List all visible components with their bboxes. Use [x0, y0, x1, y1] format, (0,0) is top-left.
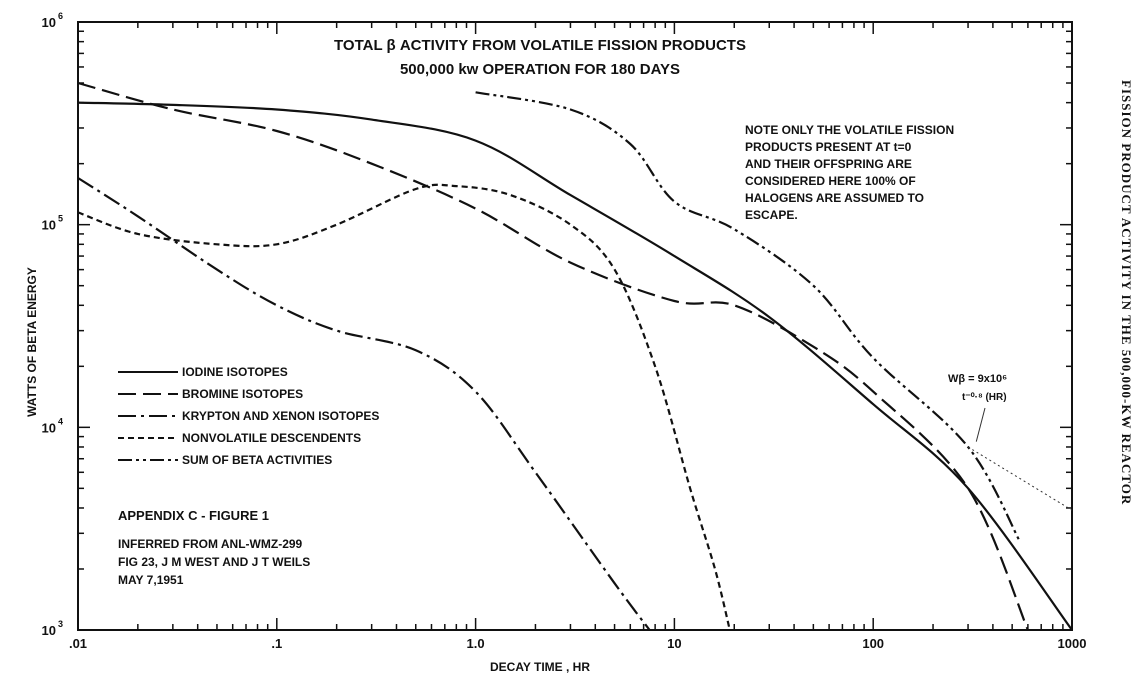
extrapolation-line	[967, 446, 1073, 511]
x-tick-label: .1	[271, 636, 282, 651]
note-line: CONSIDERED HERE 100% OF	[745, 174, 916, 188]
legend-label: KRYPTON AND XENON ISOTOPES	[182, 409, 379, 423]
legend-label: NONVOLATILE DESCENDENTS	[182, 431, 361, 445]
note-line: NOTE ONLY THE VOLATILE FISSION	[745, 123, 954, 137]
series-line-3	[77, 177, 651, 631]
y-tick-label-base: 10	[42, 15, 56, 30]
series-line-1	[77, 101, 1073, 631]
source-line: MAY 7,1951	[118, 573, 184, 587]
y-tick-label-exponent: 3	[58, 619, 63, 629]
y-axis-label: WATTS OF BETA ENERGY	[25, 267, 39, 417]
chart-title: TOTAL β ACTIVITY FROM VOLATILE FISSION P…	[334, 37, 746, 54]
plot-frame	[77, 21, 1073, 631]
legend-label: SUM OF BETA ACTIVITIES	[182, 453, 332, 467]
source-annotation: INFERRED FROM ANL-WMZ-299 FIG 23, J M WES…	[118, 537, 310, 587]
y-tick-label-exponent: 4	[58, 416, 63, 426]
note-line: ESCAPE.	[745, 208, 798, 222]
x-tick-label: .01	[69, 636, 87, 651]
chart-subtitle: 500,000 kw OPERATION FOR 180 DAYS	[400, 61, 680, 78]
series-line-4	[77, 183, 731, 631]
y-tick-label-base: 10	[42, 623, 56, 638]
y-tick-label: 10 5	[42, 214, 63, 233]
source-line: INFERRED FROM ANL-WMZ-299	[118, 537, 303, 551]
axes-layer	[77, 21, 1073, 631]
legend-label: IODINE ISOTOPES	[182, 365, 288, 379]
x-tick-label: 1000	[1058, 636, 1087, 651]
y-tick-label-base: 10	[42, 420, 56, 435]
x-tick-label: 1.0	[467, 636, 485, 651]
note-line: HALOGENS ARE ASSUMED TO	[745, 191, 924, 205]
formula-pointer	[975, 407, 986, 442]
series-layer	[77, 81, 1073, 631]
y-tick-label-base: 10	[42, 218, 56, 233]
y-tick-label-exponent: 5	[58, 214, 63, 224]
source-line: FIG 23, J M WEST AND J T WEILS	[118, 555, 310, 569]
note-line: PRODUCTS PRESENT AT t=0	[745, 140, 912, 154]
y-tick-label: 10 4	[42, 416, 63, 435]
series-line-5	[475, 91, 1022, 544]
note-line: AND THEIR OFFSPRING ARE	[745, 157, 912, 171]
note-annotation: NOTE ONLY THE VOLATILE FISSION PRODUCTS P…	[745, 123, 954, 222]
appendix-label: APPENDIX C - FIGURE 1	[118, 508, 269, 523]
legend: IODINE ISOTOPES BROMINE ISOTOPES KRYPTON A…	[118, 365, 379, 467]
formula-sublabel: t⁻⁰·⁸ (HR)	[962, 392, 1007, 403]
y-tick-label: 10 3	[42, 619, 63, 638]
x-tick-label: 10	[667, 636, 681, 651]
x-axis-label: DECAY TIME , HR	[490, 660, 590, 674]
y-tick-label-exponent: 6	[58, 11, 63, 21]
y-tick-label: 10 6	[42, 11, 63, 30]
series-line-2	[77, 81, 1029, 631]
side-title: FISSION PRODUCT ACTIVITY IN THE 500,000-…	[1119, 80, 1134, 506]
formula-label: Wβ = 9x10⁶	[948, 373, 1007, 385]
x-tick-label: 100	[862, 636, 884, 651]
legend-label: BROMINE ISOTOPES	[182, 387, 303, 401]
